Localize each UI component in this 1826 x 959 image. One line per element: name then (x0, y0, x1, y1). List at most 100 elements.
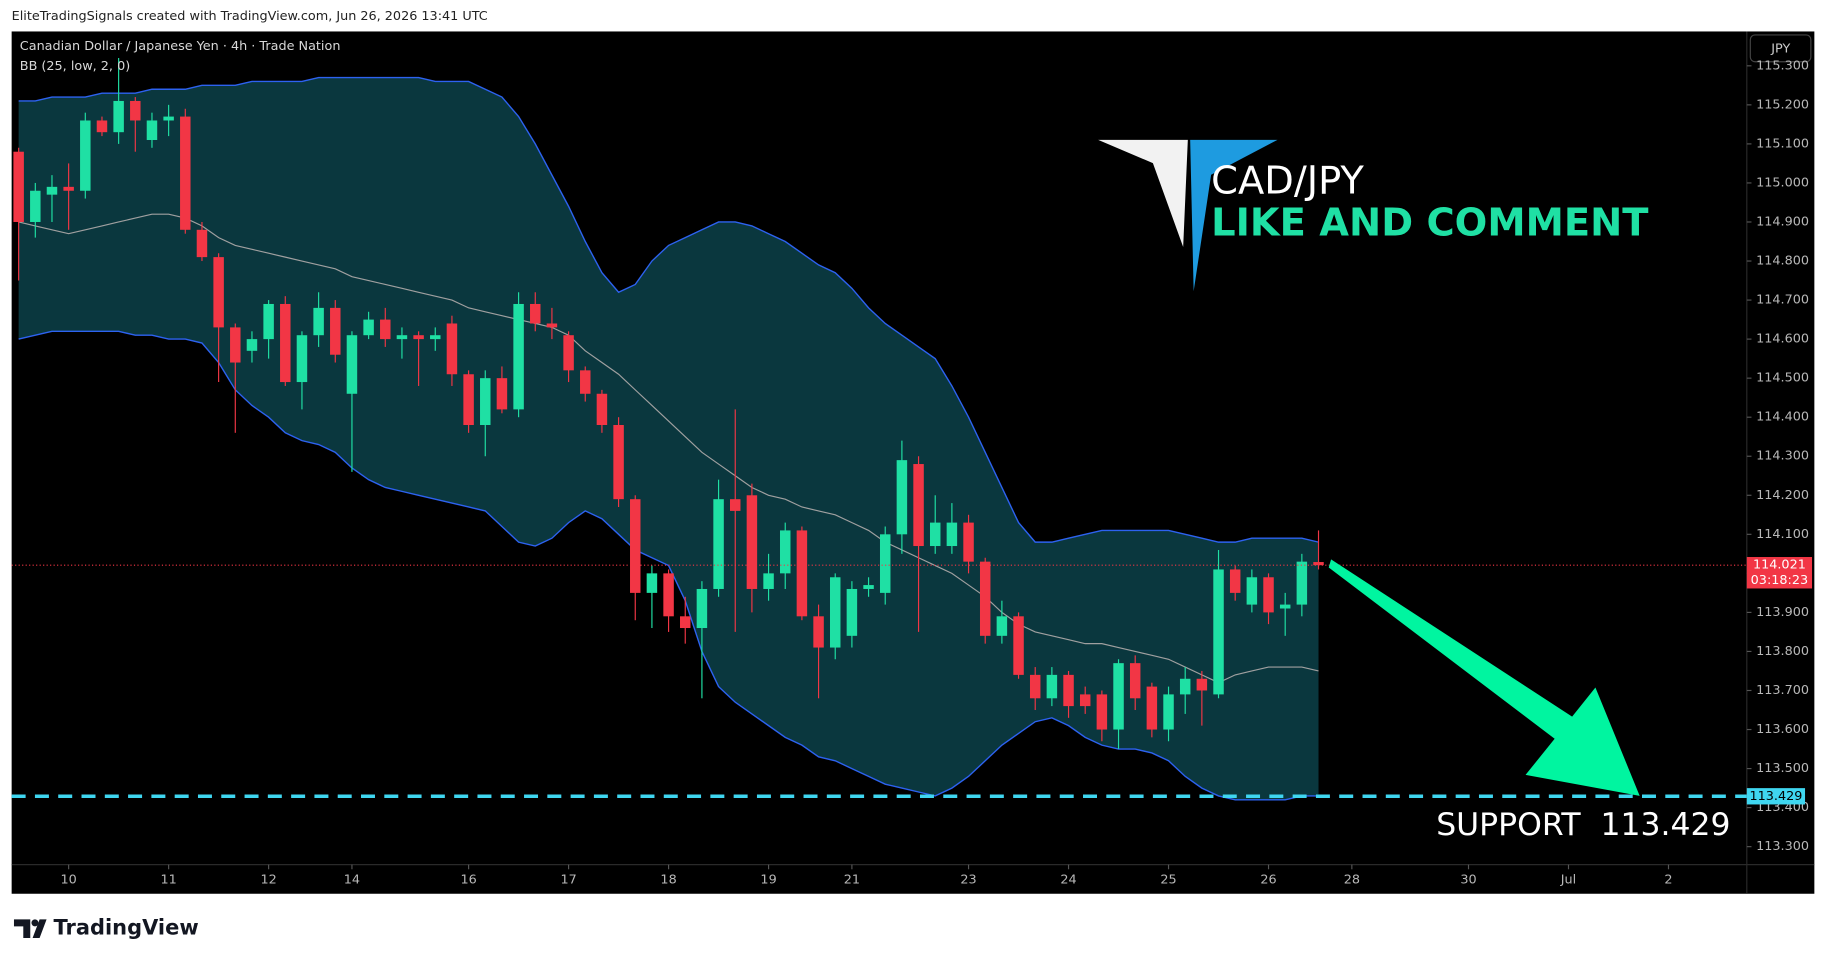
candle-body (530, 303, 541, 324)
candle-body (829, 577, 841, 648)
symbol-legend: Canadian Dollar / Japanese Yen · 4h · Tr… (20, 39, 341, 54)
down-arrow (1328, 559, 1640, 796)
candle-body (1029, 674, 1041, 699)
candle-body (1096, 694, 1108, 730)
candle-body (413, 335, 424, 340)
band-basis (18, 213, 1319, 684)
candle-body (80, 120, 91, 191)
x-tick-label: 23 (960, 872, 976, 887)
candle-body (1163, 694, 1174, 730)
overlay: Canadian Dollar / Japanese Yen · 4h · Tr… (11, 34, 1812, 843)
x-tick-label: Jul (1560, 872, 1576, 887)
candle-body (313, 307, 324, 336)
footer-logo: TradingView (13, 916, 199, 940)
x-tick-label: 21 (844, 872, 860, 887)
candle-body (1196, 678, 1208, 691)
footer-brand: TradingView (54, 916, 199, 940)
currency-button[interactable] (1749, 34, 1812, 63)
last-price-label: 114.021 (1753, 558, 1806, 573)
candle-body (363, 319, 374, 336)
y-tick-label: 115.000 (1756, 175, 1809, 190)
candle-body (446, 323, 458, 375)
candle-body (546, 323, 558, 328)
candle-body (496, 378, 508, 410)
candle-body (96, 120, 108, 133)
last-price-tag (1746, 557, 1813, 589)
logo-white (1098, 139, 1188, 248)
y-tick-label: 113.700 (1756, 683, 1809, 698)
candle-body (896, 460, 908, 535)
candle-body (63, 186, 74, 191)
candle-body (963, 522, 974, 562)
x-tick-label: 30 (1460, 872, 1476, 887)
y-tick-label: 114.900 (1756, 214, 1809, 229)
candle-body (863, 585, 874, 589)
candle-body (1146, 686, 1158, 730)
candle-body (596, 393, 608, 426)
candle-body (1279, 604, 1291, 609)
x-tick-label: 18 (660, 872, 676, 887)
candle-body (796, 530, 808, 617)
candle-body (1263, 577, 1274, 613)
x-tick-label: 24 (1060, 872, 1076, 887)
candle-body (296, 335, 308, 383)
candle-body (996, 616, 1008, 636)
candle-body (246, 339, 258, 351)
y-tick-label: 115.200 (1756, 97, 1809, 112)
candle-body (1063, 674, 1074, 707)
x-tick-label: 16 (460, 872, 476, 887)
candle-body (1046, 674, 1058, 699)
candle-body (1313, 562, 1324, 566)
candle-body (1296, 561, 1308, 605)
band-fill (18, 77, 1319, 800)
x-tick-label: 10 (60, 872, 76, 887)
x-tick-label: 12 (260, 872, 276, 887)
candle-body (879, 534, 891, 593)
candle-body (230, 327, 241, 363)
candle-body (779, 530, 791, 574)
candle-body (1013, 616, 1024, 675)
x-tick-label: 2 (1664, 872, 1672, 887)
candle-body (763, 573, 774, 589)
symbol-annotation: CAD/JPY (1211, 158, 1364, 203)
countdown-label: 03:18:23 (1751, 573, 1808, 588)
y-tick-label: 113.600 (1756, 722, 1809, 737)
x-tick-label: 17 (560, 872, 576, 887)
x-tick-label: 25 (1160, 872, 1176, 887)
candle-body (730, 499, 741, 511)
candle-body (1113, 663, 1124, 730)
y-tick-label: 114.500 (1756, 371, 1809, 386)
candle-body (430, 335, 441, 340)
header: EliteTradingSignals created with Trading… (12, 9, 488, 24)
y-tick-label: 115.300 (1756, 58, 1809, 73)
candle-body (696, 588, 708, 629)
candle-body (146, 120, 158, 140)
candle-body (713, 499, 724, 589)
candle-body (46, 186, 58, 195)
candle-body (513, 303, 524, 410)
y-tick-label: 114.400 (1756, 410, 1809, 425)
candle-body (929, 522, 941, 547)
candle-body (396, 335, 408, 340)
candle-body (1213, 569, 1224, 695)
y-tick-label: 114.200 (1756, 488, 1809, 503)
y-tick-label: 115.100 (1756, 136, 1809, 151)
y-tick-label: 113.300 (1756, 839, 1809, 854)
candle-body (646, 573, 658, 593)
indicator-legend: BB (25, low, 2, 0) (20, 59, 130, 74)
logo-dot (31, 919, 39, 927)
candle-body (746, 495, 758, 589)
y-tick-label: 114.300 (1756, 449, 1809, 464)
support-tag-label: 113.429 (1749, 789, 1802, 804)
candle-body (196, 229, 208, 258)
candle-body (1179, 678, 1191, 695)
candle-body (346, 335, 358, 394)
candle-body (846, 588, 858, 636)
candle-body (480, 378, 491, 426)
x-tick-label: 26 (1260, 872, 1276, 887)
candle-body (913, 464, 924, 547)
candle-body (680, 616, 691, 629)
candle-body (1246, 577, 1258, 605)
y-tick-label: 113.900 (1756, 605, 1809, 620)
currency-button-label[interactable]: JPY (1770, 41, 1790, 56)
